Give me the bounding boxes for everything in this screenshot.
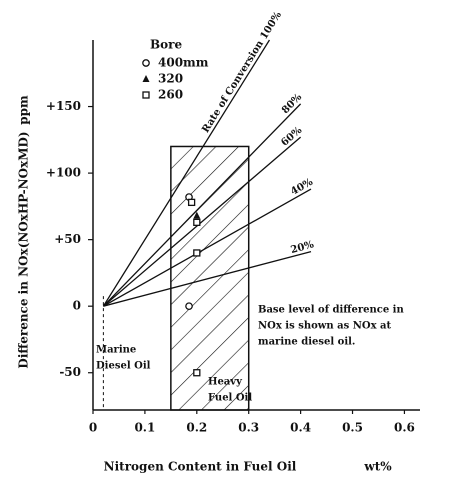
legend-marker	[142, 59, 150, 67]
x-tick-label: 0.5	[342, 421, 363, 435]
y-tick-label: 0	[73, 299, 81, 313]
conversion-line	[102, 136, 302, 307]
x-axis-unit: wt%	[363, 460, 392, 474]
conversion-line	[102, 103, 302, 307]
legend-label: 260	[158, 88, 183, 102]
marker-triangle	[193, 211, 201, 219]
annotation: marine diesel oil.	[258, 337, 355, 348]
marker-square	[193, 369, 201, 377]
annotation: Fuel Oil	[208, 393, 252, 404]
marker-square	[187, 198, 196, 207]
legend-marker	[142, 75, 150, 82]
y-tick-label: +150	[46, 99, 81, 113]
x-tick-label: 0.1	[134, 421, 155, 435]
x-tick-label: 0.3	[238, 421, 259, 435]
annotation: Base level of difference in	[258, 305, 404, 316]
y-tick-label: +50	[54, 232, 81, 246]
conversion-line	[103, 250, 312, 307]
legend-label: 400mm	[158, 56, 209, 70]
conversion-line	[102, 39, 271, 307]
y-tick-label: -50	[59, 365, 81, 379]
annotation: Heavy	[208, 377, 243, 388]
marker-square	[193, 249, 201, 257]
x-tick-label: 0.4	[290, 421, 311, 435]
legend-marker	[142, 91, 150, 99]
legend-label: 320	[158, 72, 183, 86]
x-axis-label: Nitrogen Content in Fuel Oil	[104, 460, 297, 474]
annotation: NOx is shown as NOx at	[258, 321, 392, 332]
annotation: Diesel Oil	[96, 361, 151, 372]
legend-title: Bore	[150, 38, 182, 52]
marker-circle	[185, 302, 193, 311]
x-tick-label: 0.6	[394, 421, 415, 435]
line-label: Rate of Conversion 100%	[200, 10, 284, 135]
annotation: Marine	[96, 345, 136, 356]
y-axis-label: Difference in NOx(NOxHP-NOxMD)	[17, 131, 31, 368]
conversion-line	[103, 188, 312, 307]
marker-square	[193, 218, 201, 226]
y-axis-unit: ppm	[17, 95, 31, 125]
x-tick-label: 0.2	[186, 421, 207, 435]
y-tick-label: +100	[46, 166, 81, 180]
x-tick-label: 0	[89, 421, 97, 435]
